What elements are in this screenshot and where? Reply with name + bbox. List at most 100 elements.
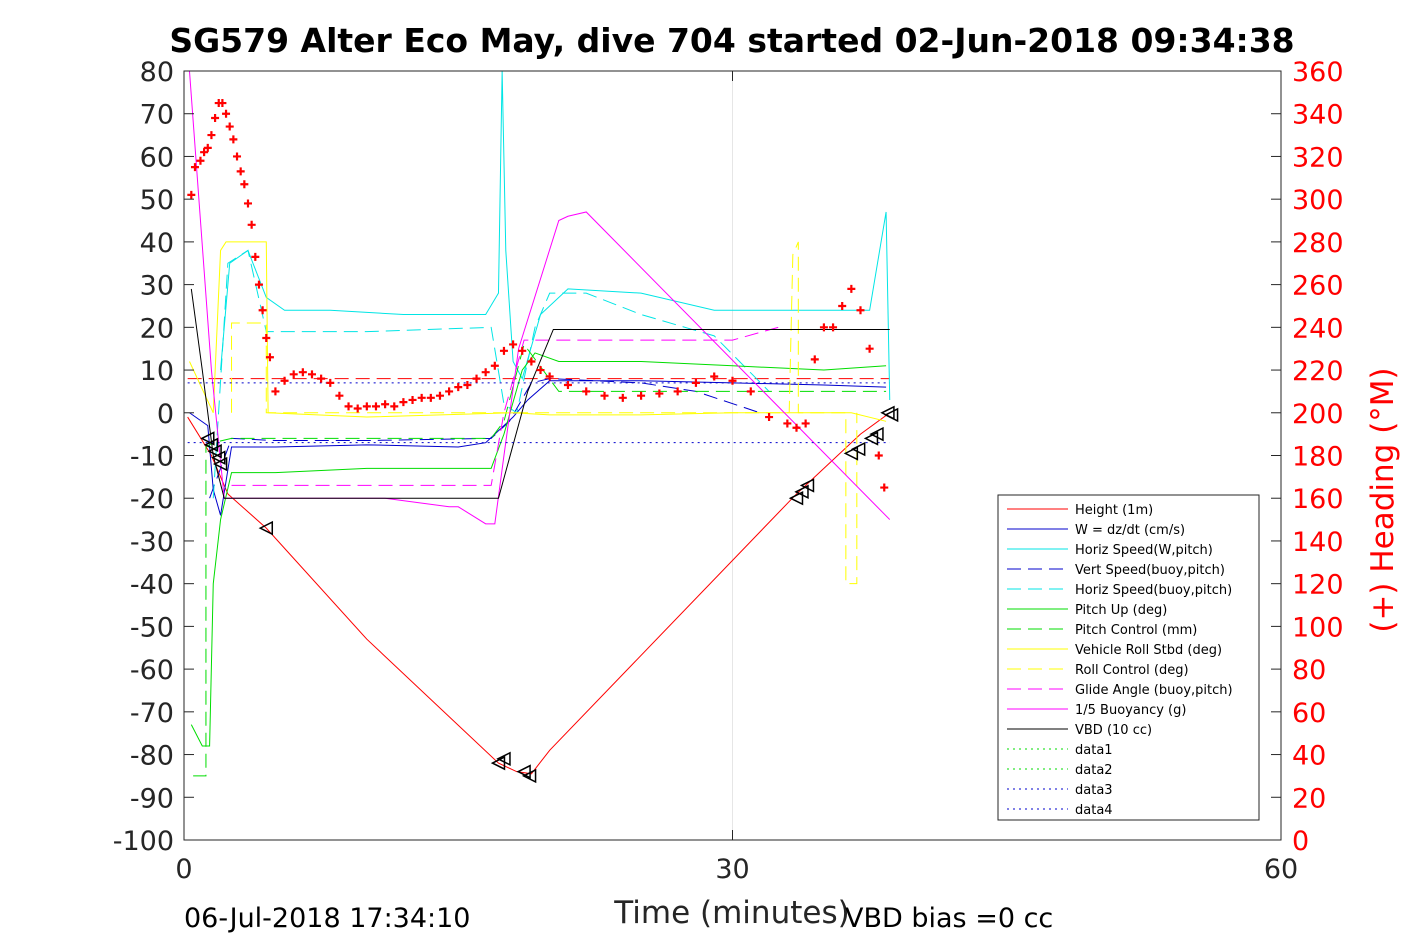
legend-label: data2 bbox=[1075, 763, 1113, 778]
right-tick-label: 20 bbox=[1292, 783, 1326, 814]
heading-markers bbox=[187, 99, 889, 492]
heading-marker bbox=[463, 381, 472, 390]
right-tick-label: 60 bbox=[1292, 698, 1326, 729]
left-tick-label: 30 bbox=[140, 271, 174, 302]
right-tick-label: 220 bbox=[1292, 356, 1344, 387]
triangle-marker bbox=[794, 484, 809, 500]
heading-marker bbox=[563, 381, 572, 390]
triangle-marker bbox=[203, 437, 219, 453]
right-tick-label: 140 bbox=[1292, 527, 1344, 558]
heading-marker bbox=[691, 378, 700, 387]
heading-marker bbox=[262, 334, 271, 343]
legend-label: VBD (10 cc) bbox=[1075, 723, 1152, 738]
right-tick-label: 40 bbox=[1292, 741, 1326, 772]
triangle-marker bbox=[850, 441, 866, 457]
left-axis-tick-labels: 80 70 60 50 40 30 20 10 0 -10 -20 -30 -40 -50 -60 -70 -8… bbox=[113, 57, 174, 857]
heading-marker bbox=[655, 389, 664, 398]
vbd-bias-annotation: VBD bias =0 cc bbox=[845, 903, 1053, 934]
heading-marker bbox=[229, 135, 238, 144]
triangle-marker bbox=[799, 478, 815, 493]
legend: Height (1m) W = dz/dt (cm/s) Horiz Speed(W… bbox=[997, 494, 1260, 821]
heading-marker bbox=[472, 374, 481, 383]
right-tick-label: 100 bbox=[1292, 612, 1344, 643]
heading-marker bbox=[236, 167, 245, 176]
heading-marker bbox=[509, 340, 518, 349]
heading-marker bbox=[545, 372, 554, 381]
heading-marker bbox=[243, 199, 252, 208]
heading-marker bbox=[218, 99, 227, 108]
heading-marker bbox=[783, 419, 792, 428]
left-tick-label: -50 bbox=[130, 612, 174, 643]
series-line-4 bbox=[212, 249, 770, 499]
legend-label: W = dz/dt (cm/s) bbox=[1075, 523, 1185, 538]
heading-marker bbox=[819, 323, 828, 332]
x-axis-tick-labels: 0 30 60 bbox=[175, 854, 1298, 885]
right-axis-tick-labels: 3603403203002802602402202001801601401201… bbox=[1292, 57, 1344, 857]
left-tick-label: 0 bbox=[157, 399, 174, 430]
left-tick-label: -100 bbox=[113, 826, 174, 857]
series-line-5 bbox=[190, 352, 887, 747]
heading-marker bbox=[417, 393, 426, 402]
left-tick-label: 40 bbox=[140, 228, 174, 259]
left-tick-label: -70 bbox=[130, 698, 174, 729]
heading-marker bbox=[499, 346, 508, 355]
heading-marker bbox=[490, 361, 499, 370]
legend-label: data1 bbox=[1075, 743, 1113, 758]
heading-marker bbox=[353, 404, 362, 413]
legend-label: Glide Angle (buoy,pitch) bbox=[1075, 683, 1233, 698]
left-tick-label: 70 bbox=[140, 100, 174, 131]
right-tick-label: 80 bbox=[1292, 655, 1326, 686]
heading-marker bbox=[390, 402, 399, 411]
legend-label: Height (1m) bbox=[1075, 503, 1153, 518]
right-tick-label: 280 bbox=[1292, 228, 1344, 259]
heading-marker bbox=[190, 163, 199, 172]
series-line-1 bbox=[189, 380, 887, 516]
left-tick-label: 80 bbox=[140, 57, 174, 88]
series-line-2 bbox=[220, 70, 891, 400]
legend-label: Pitch Up (deg) bbox=[1075, 603, 1167, 618]
heading-marker bbox=[335, 391, 344, 400]
heading-marker bbox=[746, 387, 755, 396]
heading-marker bbox=[847, 284, 856, 293]
heading-marker bbox=[381, 400, 390, 409]
heading-marker bbox=[203, 143, 212, 152]
heading-marker bbox=[637, 391, 646, 400]
legend-label: Vert Speed(buoy,pitch) bbox=[1075, 563, 1225, 578]
heading-marker bbox=[481, 368, 490, 377]
heading-marker bbox=[289, 370, 298, 379]
legend-label: Horiz Speed(buoy,pitch) bbox=[1075, 583, 1232, 598]
heading-marker bbox=[298, 368, 307, 377]
legend-label: Vehicle Roll Stbd (deg) bbox=[1075, 643, 1222, 658]
heading-marker bbox=[710, 372, 719, 381]
heading-marker bbox=[211, 113, 220, 122]
heading-marker bbox=[829, 323, 838, 332]
heading-marker bbox=[810, 355, 819, 364]
triangle-marker bbox=[883, 407, 899, 423]
heading-marker bbox=[362, 402, 371, 411]
left-tick-label: -80 bbox=[130, 741, 174, 772]
triangle-marker bbox=[212, 456, 228, 472]
heading-marker bbox=[865, 344, 874, 353]
series-line-11 bbox=[190, 288, 890, 499]
right-tick-label: 320 bbox=[1292, 142, 1344, 173]
legend-label: 1/5 Buoyancy (g) bbox=[1075, 703, 1186, 718]
heading-marker bbox=[518, 346, 527, 355]
heading-marker bbox=[207, 131, 216, 140]
right-tick-label: 360 bbox=[1292, 57, 1344, 88]
date-annotation: 06-Jul-2018 17:34:10 bbox=[184, 903, 470, 934]
heading-marker bbox=[196, 156, 205, 165]
heading-marker bbox=[371, 402, 380, 411]
heading-marker bbox=[254, 280, 263, 289]
axis-ticks bbox=[183, 70, 1282, 841]
heading-marker bbox=[527, 357, 536, 366]
heading-marker bbox=[187, 190, 196, 199]
series-layer bbox=[187, 70, 891, 777]
series-line-9 bbox=[231, 326, 779, 486]
left-tick-label: -40 bbox=[130, 570, 174, 601]
triangle-markers bbox=[200, 405, 899, 784]
legend-label: Horiz Speed(W,pitch) bbox=[1075, 543, 1213, 558]
left-tick-label: -30 bbox=[130, 527, 174, 558]
triangle-marker bbox=[521, 768, 537, 784]
x-tick-label: 0 bbox=[175, 854, 192, 885]
